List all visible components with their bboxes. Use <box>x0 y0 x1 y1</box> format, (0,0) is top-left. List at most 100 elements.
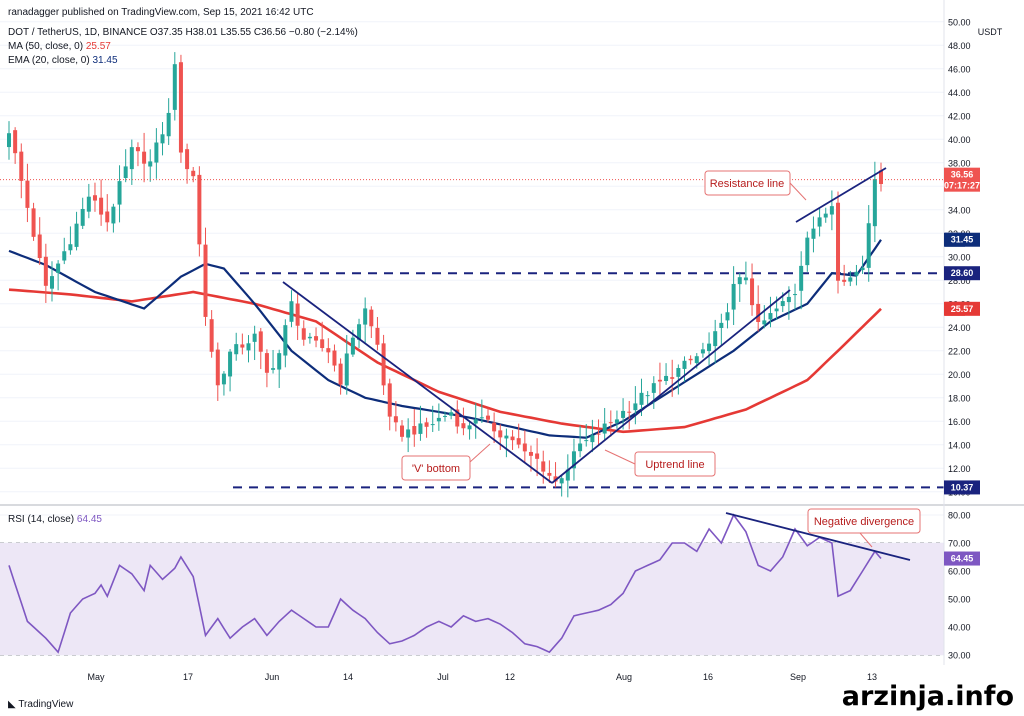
candle-body <box>676 368 681 377</box>
candle <box>467 421 472 440</box>
candle-body <box>13 130 18 154</box>
candle-body <box>129 147 134 170</box>
level-10-tag-text: 10.37 <box>951 482 974 492</box>
candle <box>135 142 140 167</box>
candle-body <box>713 331 718 347</box>
v-bottom-callout-pointer <box>469 443 491 463</box>
candle <box>338 358 343 395</box>
candle-body <box>25 180 30 208</box>
candle <box>80 197 85 229</box>
ma-price-tag-text: 25.57 <box>951 304 974 314</box>
candle <box>86 183 91 219</box>
candle <box>320 321 325 352</box>
candle <box>866 205 871 282</box>
candle-body <box>246 343 251 351</box>
candle <box>264 349 269 388</box>
price-tick-label: 38.00 <box>948 158 971 168</box>
candle <box>142 132 147 183</box>
candle <box>768 296 773 328</box>
candle-body <box>357 324 362 340</box>
candle <box>185 143 190 184</box>
candle-body <box>614 419 619 423</box>
candle <box>178 54 183 163</box>
candle <box>37 217 42 266</box>
candle <box>799 251 804 310</box>
candle-body <box>68 244 73 251</box>
candle <box>688 355 693 365</box>
candle <box>295 293 300 341</box>
candle-body <box>209 319 214 352</box>
rsi-line <box>8 513 882 654</box>
candle <box>725 303 730 329</box>
candle <box>258 327 263 370</box>
candle <box>307 332 312 344</box>
price-tick-label: 34.00 <box>948 205 971 215</box>
candle-body <box>258 331 263 352</box>
uptrend-callout-text: Uptrend line <box>645 459 704 471</box>
candle <box>651 376 656 409</box>
candle <box>571 438 576 481</box>
candle <box>492 412 497 444</box>
candle <box>455 400 460 434</box>
candle-body <box>332 350 337 366</box>
candle-body <box>528 451 533 456</box>
candle-body <box>142 151 147 164</box>
candle-body <box>430 424 435 426</box>
candle-body <box>707 343 712 352</box>
candle-body <box>350 337 355 355</box>
candle-body <box>645 395 650 397</box>
currency-label: USDT <box>978 27 1003 37</box>
rsi-legend: RSI (14, close) 64.45 <box>8 514 102 525</box>
candle <box>614 410 619 429</box>
candle <box>191 166 196 183</box>
candle-body <box>651 383 656 393</box>
candle-body <box>664 375 669 381</box>
candle <box>43 243 48 303</box>
candle-body <box>381 343 386 386</box>
candle <box>148 149 153 182</box>
candle-body <box>836 202 841 281</box>
candle-body <box>191 170 196 177</box>
candle <box>7 121 11 160</box>
candle-body <box>160 134 165 144</box>
candle-body <box>688 358 693 361</box>
level-28-tag-text: 28.60 <box>951 268 974 278</box>
v-bottom-callout-box <box>401 455 471 481</box>
candle-body <box>307 336 312 339</box>
candle-body <box>185 149 190 170</box>
candle-body <box>295 303 300 326</box>
last-price-tag-text: 36.56 <box>951 170 974 180</box>
candle-body <box>203 244 208 317</box>
candle-body <box>541 461 546 472</box>
ma-50-line <box>8 288 882 434</box>
candle-body <box>62 251 67 261</box>
candle <box>854 264 859 286</box>
candle-body <box>92 195 97 201</box>
price-grid <box>0 21 944 493</box>
candle-body <box>289 301 294 322</box>
candle <box>215 342 220 401</box>
candle <box>559 475 564 497</box>
candle <box>117 165 122 223</box>
candle <box>301 320 306 346</box>
candle <box>99 179 104 226</box>
candle-body <box>823 213 828 218</box>
candle-body <box>670 377 675 379</box>
candle-body <box>596 433 601 435</box>
candle-body <box>485 415 490 420</box>
candle-body <box>565 469 570 481</box>
last-price-tag-text: 07:17:27 <box>944 181 980 191</box>
candle-body <box>848 277 853 282</box>
candle-body <box>510 436 515 441</box>
candle-body <box>393 416 398 423</box>
candle-body <box>31 208 36 237</box>
candle-body <box>762 320 767 325</box>
candle <box>418 405 423 441</box>
price-tick-label: 24.00 <box>948 323 971 333</box>
candle-body <box>443 415 447 417</box>
candle-body <box>756 303 761 322</box>
candle-body <box>799 265 804 291</box>
candle-body <box>43 256 48 286</box>
candle-body <box>829 206 834 215</box>
